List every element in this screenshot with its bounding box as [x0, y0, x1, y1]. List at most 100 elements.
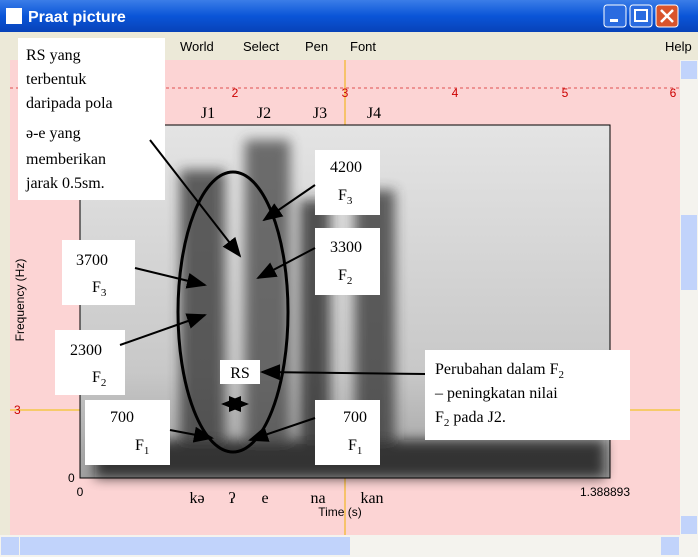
transcription: ʔ: [228, 490, 235, 507]
window-buttons[interactable]: [603, 4, 679, 28]
vertical-scrollbar[interactable]: [680, 60, 698, 535]
formant-index: 2: [101, 377, 107, 389]
arrow: [169, 426, 214, 443]
minimize-icon: [610, 19, 618, 22]
label-box: [315, 400, 380, 465]
label-box: [220, 360, 260, 384]
value-text: 700: [110, 409, 134, 426]
value-text: 2300: [70, 342, 102, 359]
ruler-label: 3: [14, 403, 21, 417]
formant-index: 2: [559, 369, 565, 381]
svg-text:F2 pada J2.: F2 pada J2.: [435, 409, 506, 429]
spectral-band: [245, 140, 290, 470]
ruler-label: 5: [562, 86, 569, 100]
note-text: Perubahan dalam F: [435, 361, 559, 378]
scroll-button[interactable]: [1, 537, 19, 555]
svg-text:F3: F3: [338, 187, 353, 207]
formant-text: F: [338, 267, 347, 284]
menu-item[interactable]: Pen: [305, 39, 328, 54]
label-box: [315, 228, 380, 295]
value-text: 3700: [76, 252, 108, 269]
svg-text:Perubahan dalam F2: Perubahan dalam F2: [435, 361, 564, 381]
menu-item[interactable]: Help: [665, 39, 692, 54]
svg-text:F1: F1: [135, 437, 149, 457]
arrow: [260, 364, 426, 381]
scroll-track: [680, 60, 698, 535]
menu-item[interactable]: Select: [243, 39, 280, 54]
segment-label: J4: [367, 105, 381, 122]
segment-label: J1: [201, 105, 215, 122]
rs-label: RS: [230, 365, 250, 382]
arrow: [256, 247, 316, 279]
note-text: ə-e yang: [26, 125, 81, 142]
svg-text:F1: F1: [348, 437, 362, 457]
formant-index: 2: [347, 275, 353, 287]
label-box: [315, 150, 380, 215]
title-bar: [0, 0, 698, 32]
note-text: pada J2.: [449, 409, 505, 426]
note-box: [18, 38, 165, 200]
window-icon: [6, 8, 22, 24]
scroll-button[interactable]: [661, 537, 679, 555]
y-min-label: 0: [68, 471, 75, 485]
arrow: [119, 313, 207, 346]
formant-index: 1: [144, 445, 150, 457]
window-title: Praat picture: [28, 9, 126, 26]
ruler-label: 4: [452, 86, 459, 100]
formant-text: F: [338, 187, 347, 204]
formant-text: F: [135, 437, 144, 454]
transcription: kə: [189, 490, 204, 507]
y-axis-label: Frequency (Hz): [13, 259, 27, 342]
canvas-border: [0, 60, 10, 535]
scroll-thumb[interactable]: [681, 215, 697, 290]
horizontal-scrollbar[interactable]: [0, 535, 698, 557]
formant-index: 1: [357, 445, 363, 457]
note-text: daripada pola: [26, 95, 113, 112]
value-text: 3300: [330, 239, 362, 256]
formant-text: F: [348, 437, 357, 454]
transcription: na: [310, 490, 325, 507]
close-icon: [660, 9, 674, 23]
spectral-band: [180, 170, 225, 470]
x-axis-label: Time (s): [318, 505, 362, 519]
arrow: [248, 417, 316, 442]
note-box: [425, 350, 630, 440]
x-min-label: 0: [77, 485, 84, 499]
note-text: memberikan: [26, 151, 106, 168]
ruler-label: 2: [232, 86, 239, 100]
transcription: e: [261, 490, 268, 507]
scroll-thumb[interactable]: [20, 537, 350, 555]
maximize-button[interactable]: [629, 4, 653, 28]
formant-text: F: [92, 279, 101, 296]
label-box: [55, 330, 125, 395]
note-text: terbentuk: [26, 71, 86, 88]
menu-item[interactable]: Font: [350, 39, 376, 54]
formant-index: 3: [101, 287, 107, 299]
scroll-button[interactable]: [681, 516, 697, 534]
note-text: RS yang: [26, 47, 81, 64]
note-text: F: [435, 409, 444, 426]
ruler-label: 3: [342, 86, 349, 100]
transcription: kan: [360, 490, 383, 507]
value-text: 700: [343, 409, 367, 426]
segment-label: J3: [313, 105, 327, 122]
formant-text: F: [92, 369, 101, 386]
arrow: [149, 139, 242, 258]
label-box: [85, 400, 170, 465]
arrow: [262, 184, 316, 222]
note-text: jarak 0.5sm.: [25, 175, 105, 192]
segment-label: J2: [257, 105, 271, 122]
minimize-button[interactable]: [603, 4, 627, 28]
scroll-button[interactable]: [681, 61, 697, 79]
formant-index: 3: [347, 195, 353, 207]
formant-index: 2: [444, 417, 450, 429]
svg-text:F2: F2: [92, 369, 106, 389]
menu-item[interactable]: World: [180, 39, 214, 54]
ellipse: [176, 170, 290, 454]
ruler-label: 6: [670, 86, 677, 100]
label-box: [62, 240, 135, 305]
maximize-icon: [634, 9, 648, 22]
svg-text:F3: F3: [92, 279, 107, 299]
arrows: [119, 139, 426, 443]
